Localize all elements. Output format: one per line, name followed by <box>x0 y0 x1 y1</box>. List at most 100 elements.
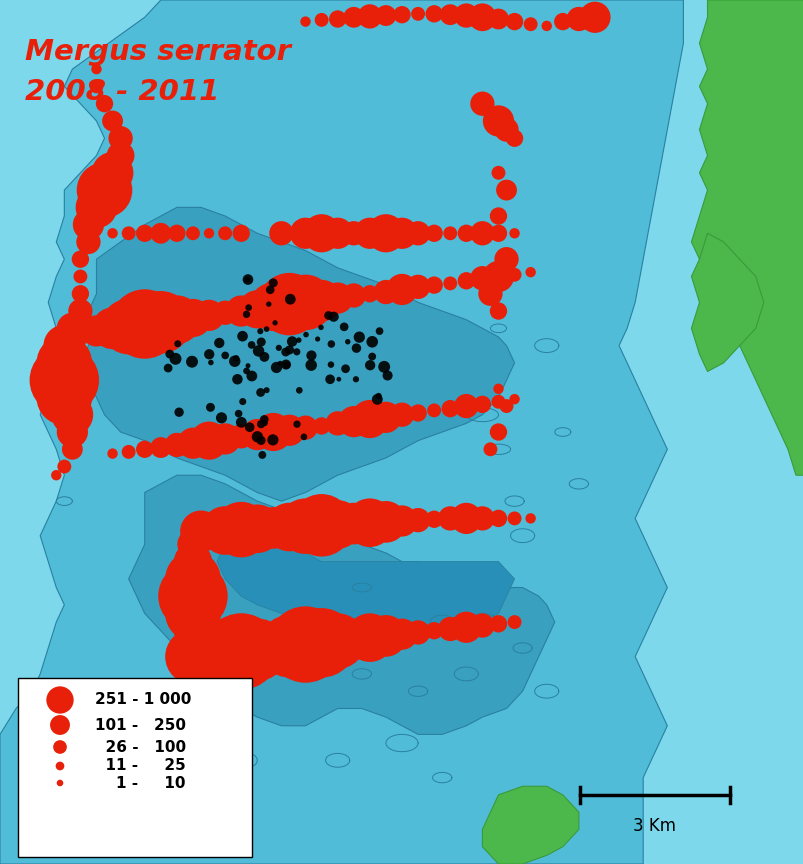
Point <box>443 276 456 290</box>
Point <box>283 343 296 357</box>
Text: 11 -     25: 11 - 25 <box>95 759 185 773</box>
Point <box>232 407 245 421</box>
Point <box>411 280 424 294</box>
Point <box>154 441 167 454</box>
Point <box>58 373 71 387</box>
Point <box>315 419 328 433</box>
Point <box>379 410 392 424</box>
Point <box>258 350 271 364</box>
Point <box>475 397 488 411</box>
Point <box>540 19 552 33</box>
Point <box>241 273 254 287</box>
Point <box>491 382 504 396</box>
Point <box>202 308 215 322</box>
Point <box>304 359 317 372</box>
Point <box>443 402 456 416</box>
Point <box>74 304 87 318</box>
Point <box>54 718 67 732</box>
Point <box>331 416 344 430</box>
Point <box>285 334 298 348</box>
Point <box>268 316 281 330</box>
Point <box>236 395 249 409</box>
Point <box>280 359 293 372</box>
Point <box>54 759 67 773</box>
Point <box>459 511 472 525</box>
Point <box>332 372 344 386</box>
Point <box>245 369 258 383</box>
Point <box>230 352 243 365</box>
Point <box>262 297 275 311</box>
Point <box>186 607 199 620</box>
Point <box>171 337 184 351</box>
Point <box>234 523 247 537</box>
Point <box>194 524 207 538</box>
FancyBboxPatch shape <box>18 678 251 857</box>
Point <box>54 740 67 754</box>
Point <box>491 304 504 318</box>
Point <box>263 283 276 296</box>
Point <box>347 517 360 530</box>
Point <box>292 384 305 397</box>
Point <box>315 13 328 27</box>
Point <box>331 291 344 305</box>
Polygon shape <box>482 786 578 864</box>
Point <box>507 131 520 145</box>
Point <box>234 304 247 318</box>
Point <box>236 329 249 343</box>
Point <box>218 348 231 362</box>
Point <box>58 391 71 404</box>
Point <box>202 434 215 448</box>
Point <box>339 362 352 376</box>
Point <box>58 460 71 473</box>
Point <box>138 317 151 331</box>
Point <box>114 149 127 162</box>
Point <box>240 364 253 378</box>
Point <box>377 360 390 374</box>
Point <box>524 17 536 31</box>
Point <box>241 359 254 372</box>
Point <box>66 425 79 439</box>
Point <box>218 524 231 537</box>
Point <box>411 513 424 527</box>
Point <box>254 385 267 399</box>
Point <box>443 8 456 22</box>
Point <box>283 520 296 534</box>
Point <box>163 347 176 361</box>
Point <box>491 270 504 283</box>
Point <box>74 287 87 301</box>
Point <box>491 209 504 223</box>
Point <box>363 10 376 23</box>
Point <box>186 641 199 655</box>
Point <box>106 226 119 240</box>
Point <box>379 515 392 529</box>
Point <box>245 338 258 352</box>
Point <box>106 166 119 180</box>
Point <box>275 226 287 240</box>
Point <box>161 361 174 375</box>
Point <box>218 432 231 446</box>
Point <box>475 97 488 111</box>
Text: Mergus serrator: Mergus serrator <box>25 38 291 66</box>
Point <box>299 295 312 309</box>
Point <box>365 335 378 349</box>
Point <box>381 369 393 383</box>
Point <box>283 297 296 311</box>
Point <box>169 352 181 365</box>
Point <box>58 339 71 353</box>
Point <box>507 615 520 629</box>
Point <box>311 332 324 346</box>
Text: 251 - 1 000: 251 - 1 000 <box>95 693 191 708</box>
Point <box>122 320 135 334</box>
Polygon shape <box>691 0 803 475</box>
Point <box>292 334 305 347</box>
Point <box>234 645 247 658</box>
Point <box>299 421 312 435</box>
Point <box>204 356 217 370</box>
Polygon shape <box>80 207 514 501</box>
Point <box>443 226 456 240</box>
Point <box>363 516 376 530</box>
Point <box>267 300 279 314</box>
Point <box>54 776 67 790</box>
Point <box>363 412 376 426</box>
Point <box>365 350 378 364</box>
